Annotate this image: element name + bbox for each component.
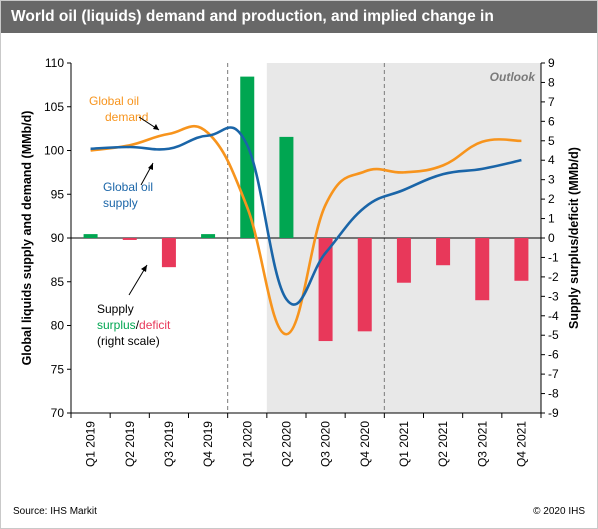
bar-surplus-deficit bbox=[514, 238, 529, 281]
right-axis-tick-label: -8 bbox=[548, 387, 559, 401]
right-axis-tick-label: 6 bbox=[548, 114, 555, 128]
left-axis-tick-label: 80 bbox=[51, 319, 65, 333]
right-axis-tick-label: 1 bbox=[548, 212, 555, 226]
left-axis-title: Global liquids supply and demand (MMb/d) bbox=[20, 111, 34, 366]
right-axis-tick-label: 3 bbox=[548, 173, 555, 187]
x-axis-tick-label: Q2 2020 bbox=[279, 421, 293, 467]
right-axis-tick-label: -2 bbox=[548, 270, 559, 284]
bar-label: Supply bbox=[97, 302, 134, 316]
right-axis-tick-label: 9 bbox=[548, 56, 555, 70]
bar-surplus-deficit bbox=[318, 238, 333, 342]
supply-line bbox=[90, 126, 522, 306]
right-axis-tick-label: 4 bbox=[548, 153, 555, 167]
x-axis-tick-label: Q3 2019 bbox=[162, 421, 176, 467]
right-axis-tick-label: 5 bbox=[548, 134, 555, 148]
right-axis-tick-label: 7 bbox=[548, 95, 555, 109]
x-axis-tick-label: Q3 2020 bbox=[319, 421, 333, 467]
right-axis-tick-label: 2 bbox=[548, 192, 555, 206]
right-axis-tick-label: 8 bbox=[548, 75, 555, 89]
x-axis-tick-label: Q1 2021 bbox=[397, 421, 411, 467]
left-axis-tick-label: 90 bbox=[51, 231, 65, 245]
demand-label: demand bbox=[105, 110, 148, 124]
x-axis-tick-label: Q4 2020 bbox=[358, 421, 372, 467]
right-axis-tick-label: 0 bbox=[548, 231, 555, 245]
bar-surplus-deficit bbox=[83, 234, 98, 238]
bar-label-slash: / bbox=[136, 318, 140, 332]
bar-label: surplus/deficit bbox=[97, 318, 171, 332]
bar-surplus-deficit bbox=[279, 136, 294, 238]
bar-label: (right scale) bbox=[97, 334, 160, 348]
left-axis-tick-label: 110 bbox=[45, 56, 64, 70]
copyright-note: © 2020 IHS bbox=[533, 506, 585, 517]
left-axis-tick-label: 105 bbox=[44, 100, 64, 114]
x-axis-tick-label: Q4 2021 bbox=[514, 421, 528, 467]
supply-label: supply bbox=[103, 196, 138, 210]
right-axis-title: Supply surplus/deficit (MMb/d) bbox=[567, 147, 581, 329]
chart-footer: Source: IHS Markit © 2020 IHS bbox=[13, 506, 585, 517]
demand-pointer-arrowhead bbox=[153, 124, 159, 130]
chart-title: World oil (liquids) demand and productio… bbox=[1, 1, 597, 33]
left-axis-tick-label: 100 bbox=[44, 144, 64, 158]
supply-label: Global oil bbox=[103, 180, 153, 194]
right-axis-tick-label: -1 bbox=[548, 250, 559, 264]
right-axis-tick-label: -4 bbox=[548, 309, 559, 323]
outlook-label: Outlook bbox=[490, 70, 537, 84]
x-axis-tick-label: Q3 2021 bbox=[475, 421, 489, 467]
left-axis-tick-label: 70 bbox=[51, 406, 65, 420]
right-axis-tick-label: -3 bbox=[548, 289, 559, 303]
source-note: Source: IHS Markit bbox=[13, 506, 97, 517]
demand-line bbox=[90, 124, 522, 336]
bar-surplus-deficit bbox=[475, 238, 490, 301]
right-axis-tick-label: -9 bbox=[548, 406, 559, 420]
bar-pointer-arrowhead bbox=[141, 265, 147, 272]
bar-surplus-deficit bbox=[436, 238, 451, 266]
right-axis-tick-label: -5 bbox=[548, 328, 559, 342]
chart-svg: 707580859095100105110-9-8-7-6-5-4-3-2-10… bbox=[20, 56, 581, 467]
x-axis-tick-label: Q1 2020 bbox=[240, 421, 254, 467]
bar-surplus-deficit bbox=[357, 238, 372, 332]
right-axis-tick-label: -6 bbox=[548, 348, 559, 362]
bar-surplus-deficit bbox=[396, 238, 411, 283]
bar-label-deficit: deficit bbox=[139, 318, 171, 332]
bar-surplus-deficit bbox=[161, 238, 176, 268]
x-axis-tick-label: Q4 2019 bbox=[201, 421, 215, 467]
left-axis-tick-label: 95 bbox=[51, 187, 65, 201]
bar-label-surplus: surplus bbox=[97, 318, 136, 332]
bar-surplus-deficit bbox=[122, 238, 137, 240]
bar-surplus-deficit bbox=[201, 234, 216, 238]
supply-pointer-arrowhead bbox=[148, 163, 153, 170]
right-axis-tick-label: -7 bbox=[548, 367, 559, 381]
demand-label: Global oil bbox=[89, 94, 139, 108]
x-axis-tick-label: Q1 2019 bbox=[84, 421, 98, 467]
x-axis-tick-label: Q2 2019 bbox=[123, 421, 137, 467]
left-axis-tick-label: 75 bbox=[51, 362, 65, 376]
left-axis-tick-label: 85 bbox=[51, 275, 65, 289]
x-axis-tick-label: Q2 2021 bbox=[436, 421, 450, 467]
